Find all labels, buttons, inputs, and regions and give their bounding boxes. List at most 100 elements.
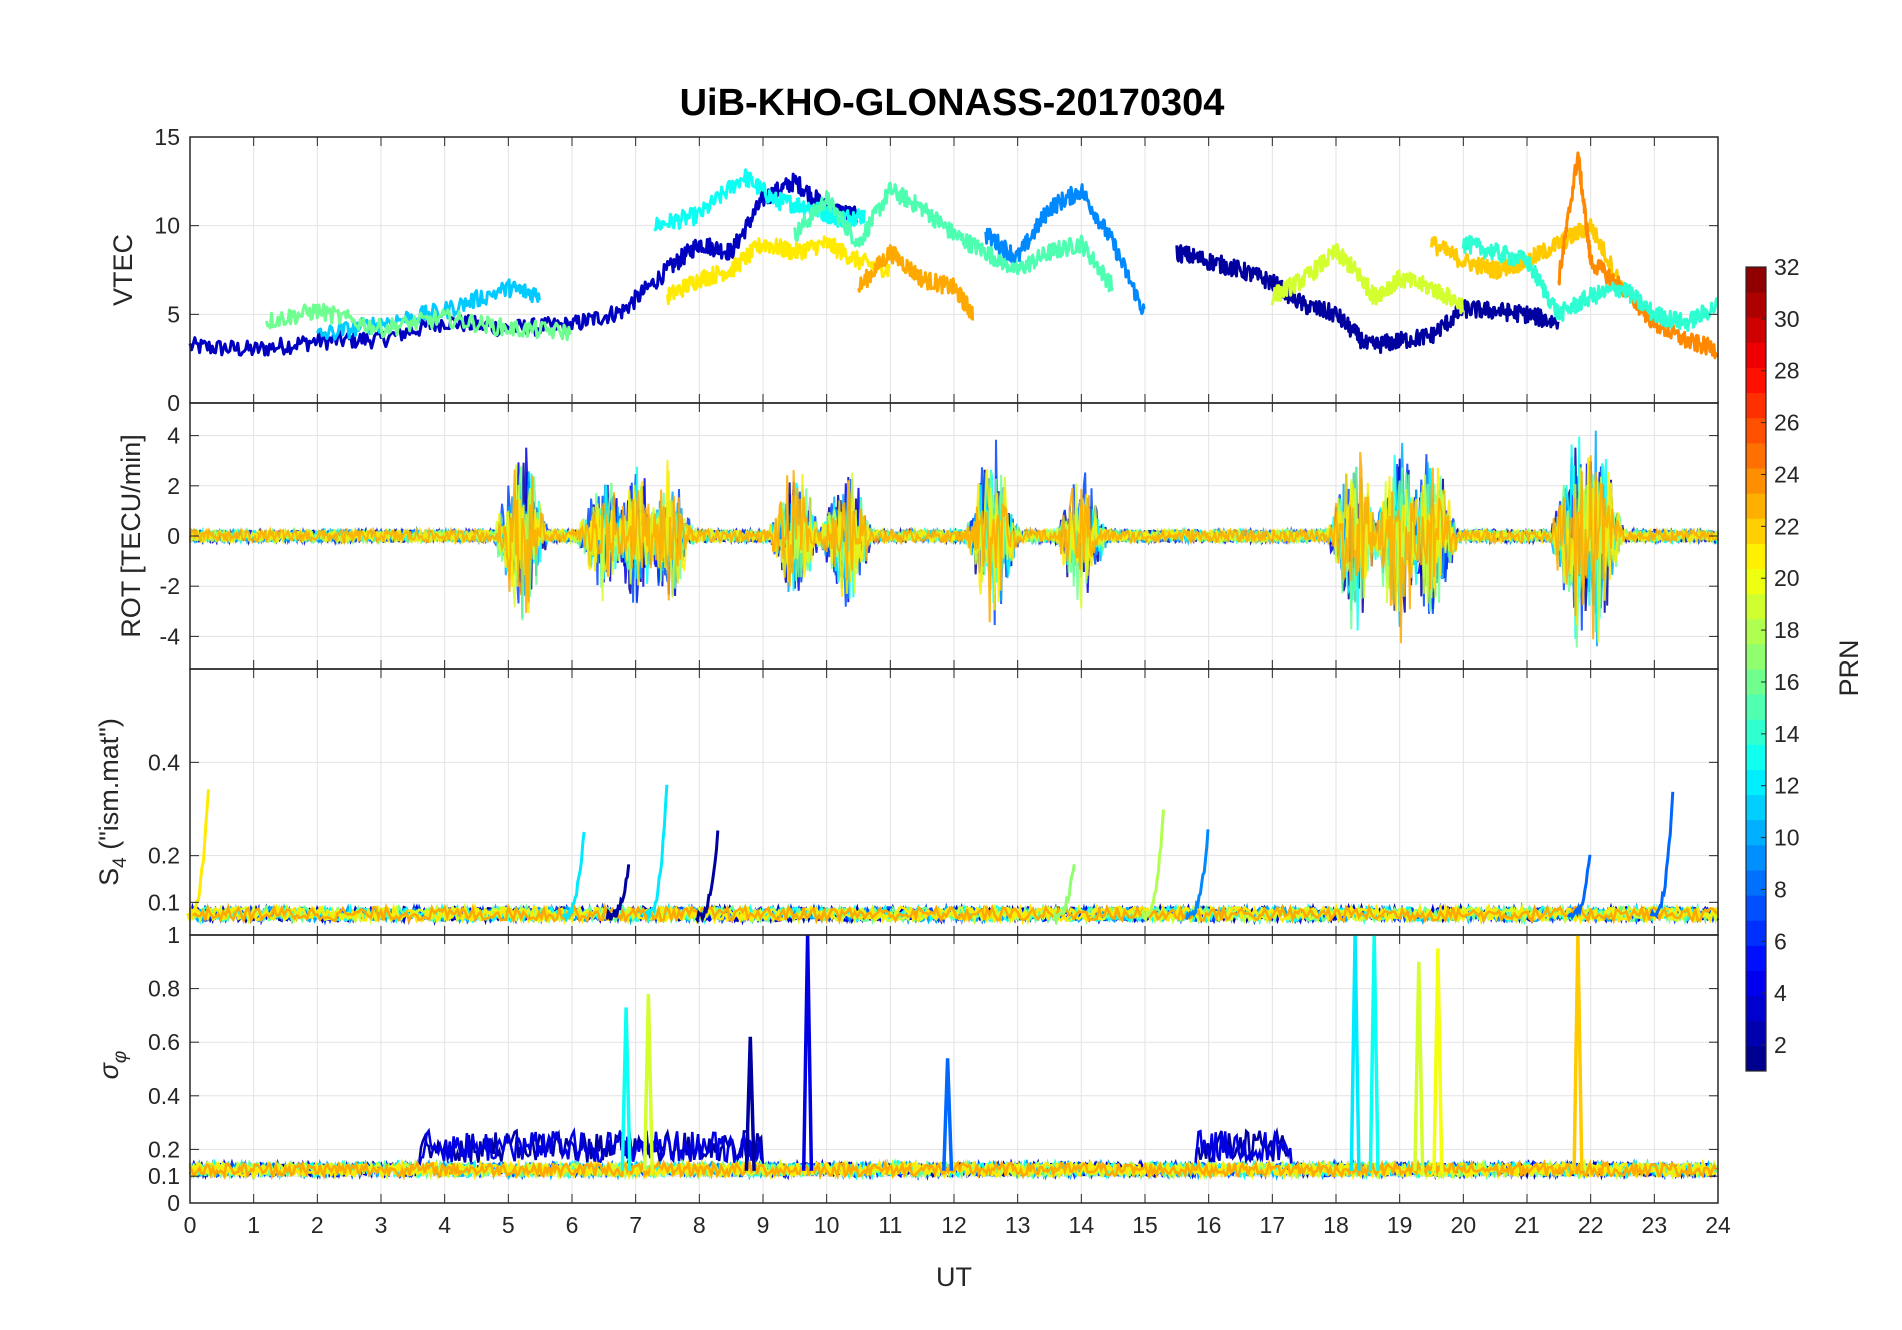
colorbar-tick-label: 18 <box>1774 617 1800 643</box>
colorbar-tick-label: 26 <box>1774 410 1800 436</box>
y-tick-label: 1 <box>167 922 180 948</box>
s4-peak-line <box>1649 791 1675 919</box>
svg-text:σφ: σφ <box>94 1051 131 1080</box>
y-tick-label: 0.8 <box>148 976 180 1002</box>
x-tick-label: 2 <box>311 1212 324 1238</box>
colorbar-segment <box>1746 970 1766 997</box>
sigma-phi-panel: 00.10.20.40.60.810 1 2 3 4 5 6 7 8 9 10 11 12 13 14 15 1… <box>94 922 1731 1292</box>
figure-title: UiB-KHO-GLONASS-20170304 <box>680 82 1225 124</box>
sigma-phi-peak-line <box>801 934 814 1171</box>
colorbar-tick-label: 6 <box>1774 928 1787 954</box>
colorbar-segment <box>1746 920 1766 946</box>
s4-panel: 0.1 0.2 0.4 S4 ("ism.mat") <box>94 668 1720 936</box>
sigma-phi-ticks: 00.10.20.40.60.810 1 2 3 4 5 6 7 8 9 10 11 12 13 14 15 1… <box>148 922 1731 1238</box>
x-tick-label: 11 <box>878 1212 902 1238</box>
sigma-phi-series <box>188 934 1718 1181</box>
colorbar-tick-label: 30 <box>1774 306 1800 332</box>
sigma-phi-peak-line <box>744 1036 756 1171</box>
x-tick-label: 21 <box>1514 1212 1540 1238</box>
rot-ylabel: ROT [TECU/min] <box>116 434 146 638</box>
x-tick-label: 9 <box>757 1212 770 1238</box>
colorbar-segment <box>1746 945 1766 971</box>
vtec-series-line <box>857 244 975 321</box>
s4-grid <box>189 669 1719 935</box>
vtec-series-line <box>264 302 572 342</box>
x-tick-label: 24 <box>1705 1212 1731 1238</box>
s4-ticks: 0.1 0.2 0.4 <box>148 669 1719 935</box>
colorbar-segment <box>1746 744 1766 770</box>
colorbar-segment <box>1746 694 1766 720</box>
colorbar-segment <box>1746 618 1766 645</box>
s4-peak-line <box>1567 854 1592 921</box>
colorbar-segment <box>1746 870 1766 896</box>
rot-series-line <box>189 451 1719 644</box>
sigma-phi-peak-line <box>1349 934 1361 1171</box>
y-tick-label: 4 <box>167 423 180 449</box>
vtec-series <box>188 151 1719 360</box>
sigma-phi-peak-line <box>642 993 654 1171</box>
colorbar-tick-label: 20 <box>1774 565 1800 591</box>
colorbar-tick-label: 2 <box>1774 1032 1787 1058</box>
colorbar-segment <box>1746 844 1766 871</box>
vtec-panel: 0 5 10 15 VTEC <box>108 124 1719 416</box>
colorbar-segment <box>1746 468 1766 494</box>
y-tick-label: 0.2 <box>148 843 180 869</box>
colorbar-tick-label: 16 <box>1774 669 1800 695</box>
rot-panel: -4 -2 0 2 4 ROT [TECU/min] <box>116 402 1719 670</box>
x-tick-label: 0 <box>184 1212 197 1238</box>
x-tick-label: 17 <box>1260 1212 1286 1238</box>
colorbar-segment <box>1746 895 1766 921</box>
colorbar-segment <box>1746 417 1766 444</box>
y-tick-label: -4 <box>160 623 181 649</box>
vtec-series-line <box>793 181 1114 293</box>
sigma-phi-ylabel: σφ <box>94 1051 131 1080</box>
colorbar-tick-label: 8 <box>1774 876 1787 902</box>
vtec-series-line <box>984 183 1146 316</box>
rot-series <box>189 430 1719 648</box>
colorbar-tick-label: 28 <box>1774 358 1800 384</box>
colorbar-tick-label: 10 <box>1774 825 1800 851</box>
x-tick-label: 13 <box>1005 1212 1031 1238</box>
x-tick-label: 4 <box>438 1212 451 1238</box>
y-tick-label: 0.2 <box>148 1136 180 1162</box>
x-tick-label: 1 <box>247 1212 260 1238</box>
x-tick-label: 15 <box>1132 1212 1158 1238</box>
x-tick-label: 23 <box>1642 1212 1668 1238</box>
vtec-series-line <box>1461 234 1719 332</box>
x-tick-label: 6 <box>566 1212 579 1238</box>
colorbar-segment <box>1746 342 1766 368</box>
y-tick-label: 0 <box>167 523 180 549</box>
y-tick-label: 2 <box>167 473 180 499</box>
sigma-phi-peak-line <box>620 1007 632 1171</box>
colorbar-segment <box>1746 1045 1766 1072</box>
colorbar-gradient <box>1746 267 1766 1072</box>
y-tick-label: 0.4 <box>148 1083 180 1109</box>
colorbar-segment <box>1746 794 1766 821</box>
vtec-series-line <box>666 235 891 306</box>
x-tick-label: 14 <box>1069 1212 1095 1238</box>
s4-ylabel: S4 ("ism.mat") <box>94 718 131 886</box>
y-tick-label: 0.6 <box>148 1029 180 1055</box>
colorbar-segment <box>1746 995 1766 1022</box>
s4-peak-line <box>1140 809 1165 923</box>
colorbar-segment <box>1746 518 1766 544</box>
x-tick-label: 12 <box>941 1212 967 1238</box>
colorbar-segment <box>1746 769 1766 796</box>
colorbar-segment <box>1746 392 1766 419</box>
x-tick-label: 10 <box>814 1212 840 1238</box>
x-tick-label: 3 <box>375 1212 388 1238</box>
colorbar-segment <box>1746 819 1766 846</box>
x-tick-label: 20 <box>1451 1212 1477 1238</box>
colorbar-tick-label: 14 <box>1774 721 1800 747</box>
y-tick-label: 0.4 <box>148 749 180 775</box>
y-tick-label: 0 <box>167 1190 180 1216</box>
colorbar-segment <box>1746 367 1766 394</box>
colorbar-segment <box>1746 267 1766 293</box>
colorbar-tick-label: 32 <box>1774 254 1800 280</box>
colorbar-segment <box>1746 543 1766 569</box>
x-tick-label: 22 <box>1578 1212 1604 1238</box>
x-axis-label: UT <box>936 1262 972 1292</box>
